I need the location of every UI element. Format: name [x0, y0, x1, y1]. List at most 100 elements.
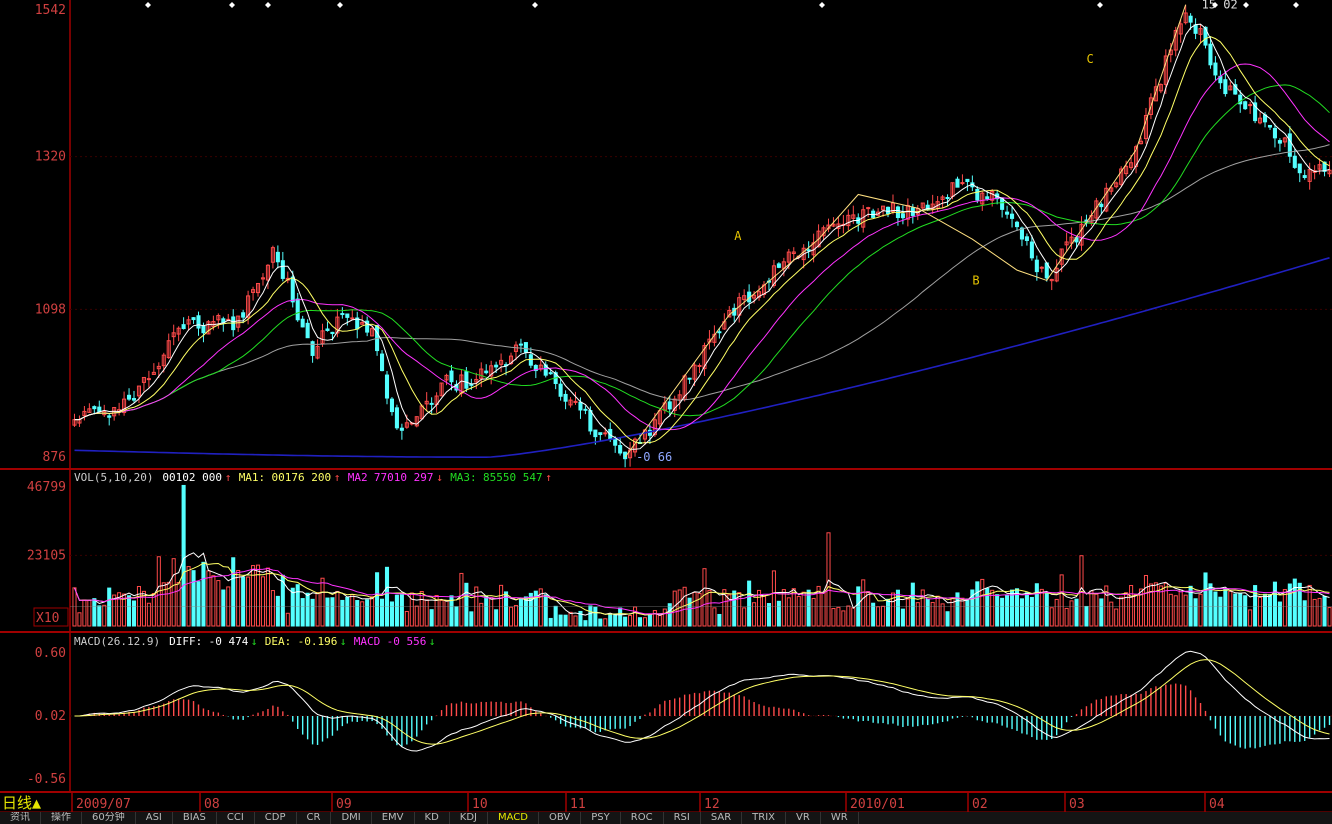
volume-bar[interactable]	[955, 592, 960, 627]
indicator-tab[interactable]: MACD	[488, 812, 539, 824]
candle[interactable]	[1019, 226, 1024, 247]
volume-bar[interactable]	[1124, 592, 1129, 627]
volume-bar[interactable]	[508, 606, 514, 627]
volume-bar[interactable]	[151, 592, 156, 627]
volume-bar[interactable]	[1143, 574, 1149, 627]
volume-bar[interactable]	[375, 572, 380, 627]
volume-bar[interactable]	[1307, 584, 1312, 627]
candle[interactable]	[672, 395, 677, 418]
candle[interactable]	[1153, 78, 1158, 102]
candle[interactable]	[181, 317, 186, 330]
candle[interactable]	[1014, 220, 1020, 231]
candle[interactable]	[474, 372, 479, 390]
candle[interactable]	[404, 414, 409, 429]
volume-bar[interactable]	[900, 608, 905, 627]
volume-bar[interactable]	[345, 596, 350, 627]
candle[interactable]	[1029, 235, 1034, 261]
volume-bar[interactable]	[1138, 588, 1144, 627]
candle[interactable]	[305, 319, 310, 339]
volume-bar[interactable]	[687, 597, 692, 627]
volume-bar[interactable]	[1233, 593, 1238, 627]
volume-bar[interactable]	[255, 564, 261, 627]
candle[interactable]	[940, 194, 945, 209]
candle[interactable]	[1198, 24, 1203, 44]
volume-bar[interactable]	[310, 598, 315, 627]
candle[interactable]	[920, 202, 925, 211]
candle[interactable]	[1183, 4, 1188, 25]
volume-bar[interactable]	[1153, 582, 1158, 627]
candle[interactable]	[1322, 161, 1327, 177]
candle[interactable]	[414, 416, 419, 428]
volume-bar[interactable]	[117, 592, 122, 627]
candle[interactable]	[757, 285, 762, 301]
volume-bar[interactable]	[518, 598, 523, 627]
volume-bar[interactable]	[771, 570, 776, 627]
volume-bar[interactable]	[1034, 583, 1039, 627]
candle[interactable]	[1213, 56, 1218, 81]
volume-bar[interactable]	[861, 579, 866, 627]
volume-bar[interactable]	[424, 599, 429, 627]
volume-bar[interactable]	[305, 592, 310, 627]
indicator-tab[interactable]: 60分钟	[82, 812, 136, 824]
volume-bar[interactable]	[1029, 596, 1034, 627]
volume-bar[interactable]	[1297, 582, 1302, 627]
volume-bar[interactable]	[533, 590, 538, 627]
volume-bar[interactable]	[732, 590, 737, 627]
volume-bar[interactable]	[766, 603, 772, 627]
candle[interactable]	[1223, 70, 1228, 97]
candle[interactable]	[1228, 81, 1233, 91]
volume-bar[interactable]	[449, 595, 454, 627]
candle[interactable]	[107, 413, 112, 426]
candle[interactable]	[975, 186, 980, 204]
volume-bar[interactable]	[1173, 595, 1178, 627]
volume-bar[interactable]	[181, 484, 186, 627]
volume-bar[interactable]	[1104, 585, 1109, 627]
candle[interactable]	[583, 405, 588, 415]
volume-bar[interactable]	[325, 597, 330, 627]
volume-bar[interactable]	[781, 589, 786, 627]
candle[interactable]	[945, 194, 950, 206]
candle[interactable]	[965, 178, 970, 192]
volume-bar[interactable]	[1084, 605, 1089, 627]
volume-bar[interactable]	[975, 581, 980, 627]
volume-bar[interactable]	[1019, 598, 1024, 627]
volume-bar[interactable]	[553, 605, 558, 627]
volume-bar[interactable]	[752, 602, 757, 627]
candle[interactable]	[1099, 202, 1104, 214]
candle[interactable]	[890, 194, 896, 215]
volume-bar[interactable]	[1148, 583, 1153, 627]
volume-bar[interactable]	[330, 597, 335, 627]
indicator-tab[interactable]: VR	[786, 812, 821, 824]
volume-bar[interactable]	[523, 596, 528, 627]
candle[interactable]	[1054, 259, 1059, 283]
candle[interactable]	[1243, 100, 1248, 110]
volume-bar[interactable]	[1267, 594, 1273, 627]
volume-bar[interactable]	[667, 603, 672, 627]
candle[interactable]	[484, 364, 489, 375]
volume-bar[interactable]	[1069, 600, 1074, 627]
candle[interactable]	[1005, 205, 1010, 219]
indicator-tab[interactable]: PSY	[581, 812, 621, 824]
volume-bar[interactable]	[1188, 585, 1193, 627]
candle[interactable]	[365, 316, 370, 337]
volume-bar[interactable]	[504, 591, 509, 627]
candle[interactable]	[1258, 112, 1263, 125]
candle[interactable]	[1039, 266, 1044, 273]
volume-bar[interactable]	[1163, 582, 1168, 627]
volume-bar[interactable]	[985, 587, 990, 627]
volume-bar[interactable]	[399, 594, 404, 627]
volume-bar[interactable]	[697, 592, 702, 627]
candle[interactable]	[216, 313, 221, 329]
volume-bar[interactable]	[1168, 593, 1173, 627]
candle[interactable]	[776, 262, 781, 269]
candle[interactable]	[380, 350, 385, 372]
volume-bar[interactable]	[548, 617, 553, 627]
candle[interactable]	[806, 241, 811, 259]
volume-bar[interactable]	[77, 612, 82, 627]
volume-bar[interactable]	[831, 608, 836, 627]
volume-bar[interactable]	[945, 611, 950, 627]
candle[interactable]	[1297, 163, 1302, 183]
candle[interactable]	[300, 315, 305, 328]
volume-bar[interactable]	[469, 611, 474, 627]
volume-bar[interactable]	[1099, 598, 1104, 627]
